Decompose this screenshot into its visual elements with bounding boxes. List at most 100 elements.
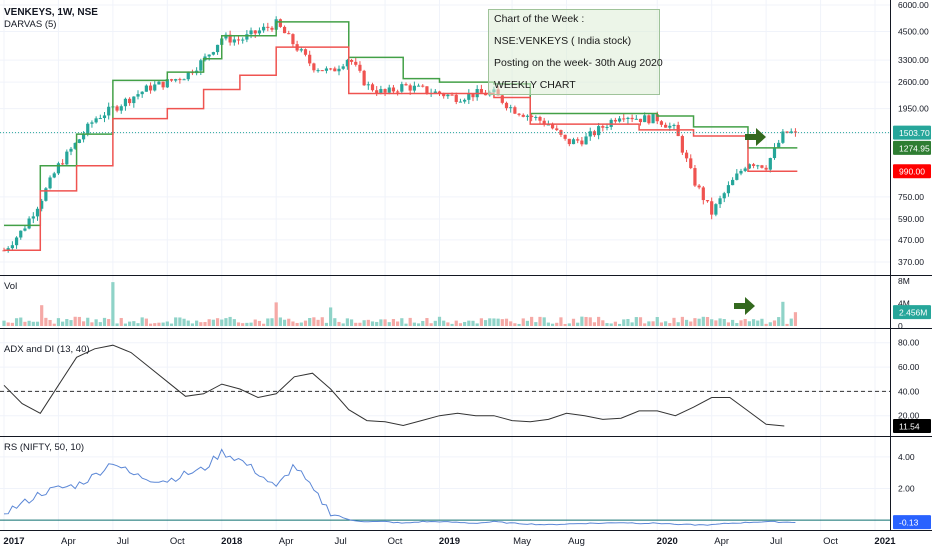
candle-body [178, 79, 182, 81]
price-tick-label: 4500.00 [898, 27, 929, 37]
candle-body [756, 165, 760, 167]
volume-bar [14, 318, 19, 326]
candle-body [500, 95, 504, 103]
volume-bar [571, 318, 576, 326]
volume-bar [689, 321, 693, 326]
volume-bar [65, 319, 69, 326]
candle-body [777, 142, 781, 148]
volume-bar [425, 318, 429, 326]
volume-bar [659, 322, 664, 326]
volume-bar [622, 319, 626, 326]
adx-badge-bg [893, 419, 931, 434]
candle-body [98, 118, 102, 120]
candle-body [772, 147, 777, 159]
candle-body [571, 139, 576, 145]
volume-bar [383, 319, 387, 326]
volume-bar [601, 320, 605, 326]
volume-bar [697, 318, 701, 326]
candle-body [513, 107, 517, 114]
candle-body [161, 81, 165, 88]
volume-bar [567, 323, 571, 326]
candle-body [793, 131, 798, 133]
box-top-badge-bg [893, 140, 931, 155]
volume-bar [626, 319, 630, 326]
volume-tick-label: 8M [898, 276, 910, 286]
volume-pane[interactable] [2, 282, 798, 326]
volume-badge-bg [893, 305, 931, 320]
x-tick-label: Oct [388, 536, 403, 547]
candle-body [684, 152, 689, 159]
volume-bar [77, 316, 81, 326]
volume-bar [701, 316, 705, 326]
candle-body [467, 93, 471, 100]
candle-body [735, 173, 739, 180]
volume-bar [224, 318, 228, 326]
volume-bar [542, 317, 546, 326]
volume-bar [714, 320, 718, 326]
volume-bar [174, 317, 178, 326]
candle-body [215, 44, 220, 53]
volume-bar [186, 320, 190, 326]
candle-body [718, 198, 722, 205]
adx-pane[interactable] [0, 344, 890, 427]
volume-bar [329, 307, 333, 326]
volume-bar [245, 322, 249, 326]
box-bottom-badge-text: 990.00 [899, 167, 925, 177]
rs-pane[interactable] [0, 448, 890, 526]
volume-bar [140, 317, 144, 326]
volume-bar [249, 322, 253, 326]
volume-bar [362, 320, 366, 326]
volume-bar [785, 323, 789, 326]
volume-bar [295, 322, 299, 326]
volume-bar [479, 318, 483, 326]
candle-body [781, 131, 785, 143]
candle-body [245, 34, 249, 40]
candle-body [559, 130, 563, 135]
price-tick-label: 1950.00 [898, 104, 929, 114]
volume-bar [400, 318, 404, 326]
adx-line [3, 344, 785, 427]
x-tick-label: Jul [335, 536, 347, 547]
candle-body [597, 126, 601, 136]
candle-body [69, 148, 73, 152]
volume-bar [44, 317, 48, 326]
volume-bar [680, 316, 684, 326]
volume-bar [178, 317, 182, 326]
volume-bar [433, 320, 437, 326]
candle-body [617, 118, 622, 122]
volume-bar [90, 322, 94, 326]
volume-bar [370, 321, 375, 326]
volume-bar [768, 322, 772, 326]
candle-body [739, 170, 743, 174]
volume-bar [563, 323, 567, 326]
volume-bar [609, 323, 613, 326]
candle-body [689, 158, 693, 169]
candle-body [182, 79, 186, 81]
volume-bar [550, 323, 555, 326]
candle-body [517, 113, 521, 115]
volume-bar [668, 323, 672, 326]
x-tick-label: 2019 [439, 536, 460, 547]
candle-body [626, 117, 630, 120]
price-pane[interactable] [0, 16, 890, 253]
volume-bar [278, 317, 282, 326]
candle-body [584, 136, 588, 145]
candle-body [94, 118, 98, 123]
adx-tick-label: 60.00 [898, 362, 920, 372]
candle-body [153, 84, 157, 91]
rs-tick-label: 4.00 [898, 452, 915, 462]
candle-body [115, 106, 119, 111]
chart-of-the-week-note: Chart of the Week : NSE:VENKEYS ( India … [488, 9, 663, 95]
candle-body [672, 124, 676, 126]
candle-body [680, 136, 684, 153]
volume-bar [605, 323, 609, 326]
volume-bar [282, 319, 287, 326]
candle-body [437, 91, 442, 94]
volume-bar [52, 323, 56, 326]
volume-bar [651, 321, 655, 326]
candle-body [73, 142, 77, 149]
candle-body [123, 98, 128, 107]
box-bottom-badge: 990.00 [893, 164, 931, 179]
volume-bar [287, 318, 291, 326]
